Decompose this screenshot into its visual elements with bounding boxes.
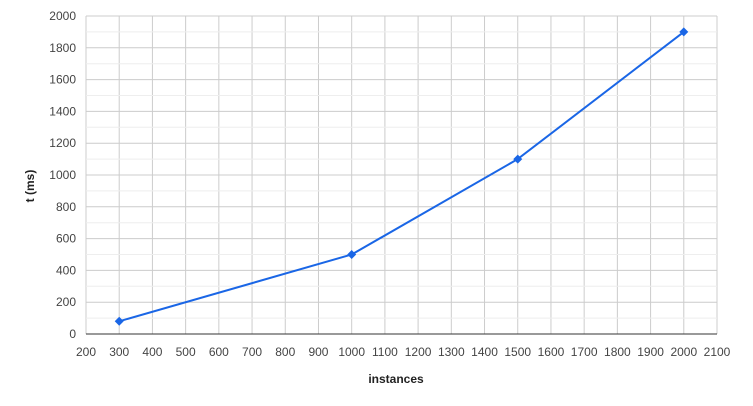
data-series — [114, 27, 689, 326]
x-tick-label: 1100 — [372, 345, 398, 359]
x-tick-label: 300 — [109, 345, 129, 359]
y-tick-label: 1600 — [49, 73, 76, 87]
x-tick-label: 2100 — [704, 345, 731, 359]
x-tick-label: 1800 — [604, 345, 631, 359]
x-axis-tick-labels: 200 300 400 500 600 700 800 900 1000 1100 1200 1300… — [76, 345, 731, 359]
y-tick-label: 600 — [56, 232, 76, 246]
x-tick-label: 1600 — [538, 345, 565, 359]
x-tick-label: 400 — [142, 345, 162, 359]
y-tick-label: 1800 — [49, 41, 76, 55]
y-tick-label: 2000 — [49, 9, 76, 23]
x-tick-label: 1200 — [405, 345, 432, 359]
data-point-marker — [513, 154, 523, 164]
x-tick-label: 1300 — [438, 345, 465, 359]
y-tick-label: 400 — [56, 263, 76, 277]
x-tick-label: 900 — [308, 345, 328, 359]
x-tick-label: 1700 — [571, 345, 598, 359]
x-tick-label: 2000 — [670, 345, 697, 359]
x-axis-title: instances — [368, 372, 424, 386]
x-tick-label: 200 — [76, 345, 96, 359]
grid-lines — [85, 15, 718, 335]
y-tick-label: 0 — [69, 327, 76, 341]
y-tick-label: 1000 — [49, 168, 76, 182]
x-tick-label: 800 — [275, 345, 295, 359]
data-point-marker — [679, 27, 689, 37]
x-tick-label: 600 — [209, 345, 229, 359]
y-axis-tick-labels: 0 200 400 600 800 1000 1200 1400 1600 1800 2000 — [49, 9, 76, 341]
x-tick-label: 1000 — [338, 345, 365, 359]
x-tick-label: 700 — [242, 345, 262, 359]
x-tick-label: 1400 — [471, 345, 498, 359]
data-point-marker — [347, 250, 357, 259]
y-tick-label: 1400 — [49, 104, 76, 118]
y-axis-title: t (ms) — [23, 170, 37, 203]
y-tick-label: 200 — [56, 295, 76, 309]
x-tick-label: 1500 — [504, 345, 531, 359]
series-line — [118, 31, 685, 323]
y-tick-label: 800 — [56, 200, 76, 214]
x-tick-label: 1900 — [637, 345, 664, 359]
x-tick-label: 500 — [176, 345, 196, 359]
y-tick-label: 1200 — [49, 136, 76, 150]
data-point-marker — [114, 316, 124, 326]
